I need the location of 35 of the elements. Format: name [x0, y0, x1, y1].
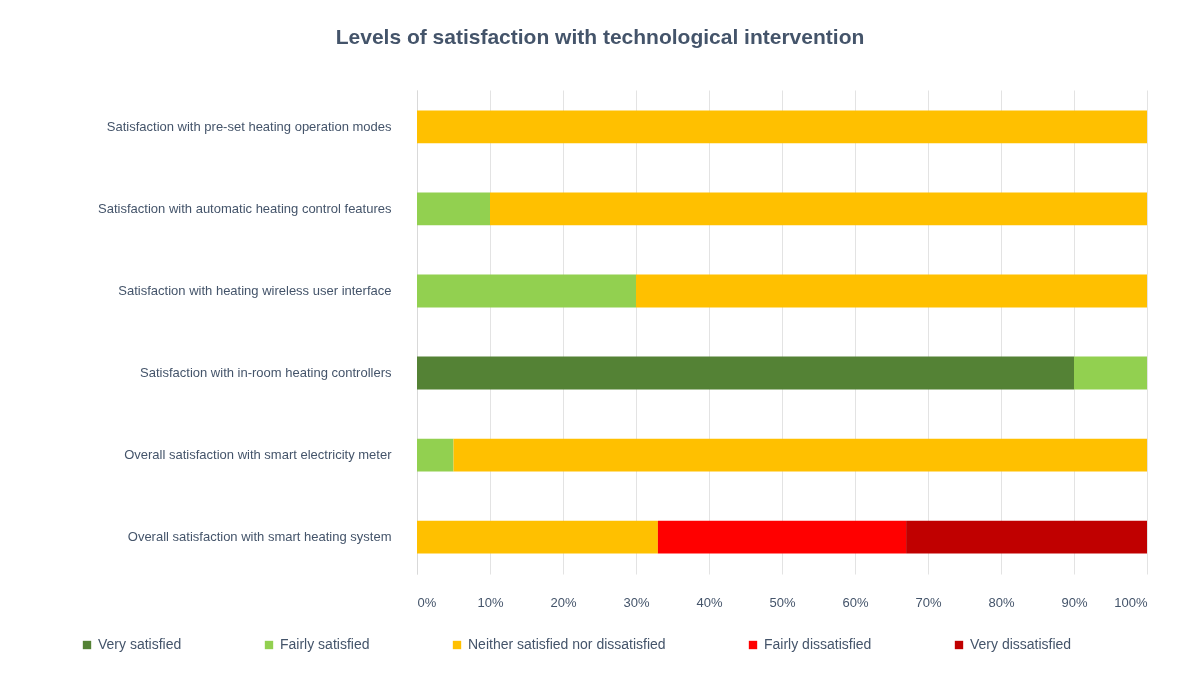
x-tick-label: 20% — [550, 594, 577, 610]
bar — [490, 192, 1147, 226]
chart-title: Levels of satisfaction with technological intervention — [335, 25, 865, 48]
legend-label: Very satisfied — [98, 636, 182, 652]
bar — [636, 274, 1147, 308]
legend-label: Fairly satisfied — [280, 636, 370, 652]
bar — [417, 192, 490, 226]
bar — [657, 520, 907, 554]
bar — [417, 520, 658, 554]
y-tick-label: Satisfaction with heating wireless user interface — [118, 282, 392, 298]
x-tick-label: 50% — [769, 594, 796, 610]
x-tick-label: 70% — [915, 594, 942, 610]
legend-label: Neither satisfied nor dissatisfied — [468, 636, 666, 652]
x-tick-label: 10% — [477, 594, 504, 610]
x-tick-label: 60% — [842, 594, 869, 610]
y-tick-label: Satisfaction with in-room heating controllers — [140, 365, 392, 381]
x-tick-label: 40% — [696, 594, 723, 610]
legend-label: Very dissatisfied — [970, 636, 1072, 652]
x-tick-label: 0% — [417, 594, 437, 610]
bar — [1074, 356, 1147, 390]
y-tick-label: Overall satisfaction with smart heating system — [127, 529, 392, 545]
legend-label: Fairly dissatisfied — [764, 636, 872, 652]
x-tick-label: 80% — [988, 594, 1015, 610]
bar — [417, 110, 1147, 144]
bar — [417, 356, 1074, 390]
bar — [417, 274, 636, 308]
y-tick-label: Overall satisfaction with smart electricity meter — [124, 447, 393, 463]
bar — [417, 438, 454, 472]
x-tick-label: 30% — [623, 594, 650, 610]
x-tick-label: 100% — [1114, 594, 1148, 610]
bar — [906, 520, 1147, 554]
y-tick-label: Satisfaction with automatic heating control features — [98, 200, 392, 216]
y-tick-label: Satisfaction with pre-set heating operation modes — [106, 118, 392, 134]
x-tick-label: 90% — [1061, 594, 1088, 610]
bar — [453, 438, 1147, 472]
